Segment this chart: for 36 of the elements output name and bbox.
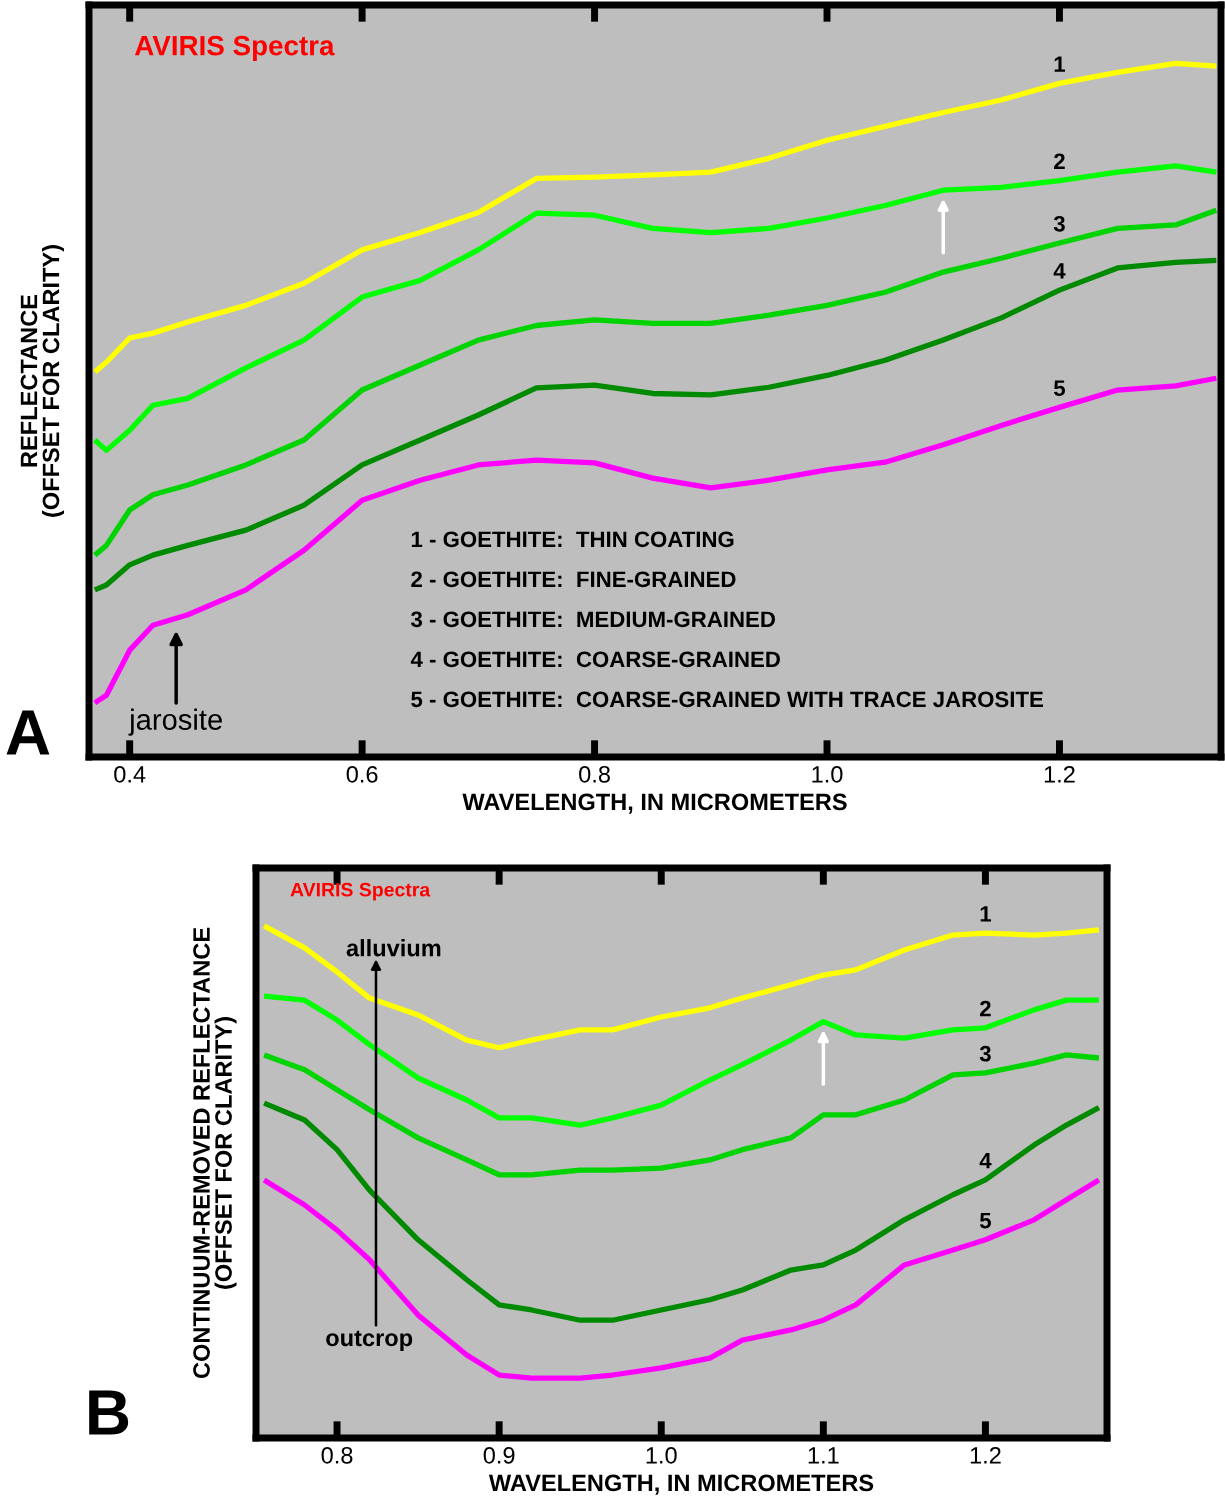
annotation: 3 - GOETHITE: MEDIUM-GRAINED	[411, 611, 775, 628]
chart-title: AVIRIS Spectra	[290, 882, 431, 901]
series-label: 2	[980, 1000, 991, 1017]
series-label: 1	[980, 906, 991, 922]
series-label: 2	[1054, 153, 1065, 169]
y-axis-title: REFLECTANCE (OFFSET FOR CLARITY)	[20, 245, 64, 517]
x-axis-title: WAVELENGTH, IN MICROMETERS	[488, 1474, 874, 1495]
series-label: 4	[979, 1153, 992, 1169]
x-tick-label: 1.2	[1044, 765, 1075, 783]
x-tick-label: 1.1	[808, 1447, 839, 1464]
x-tick-label: 1.2	[970, 1446, 1001, 1464]
text: B	[89, 1390, 129, 1435]
x-tick-label: 0.9	[483, 1446, 515, 1464]
x-tick-label: 1.0	[646, 1446, 677, 1464]
annotation: 2 - GOETHITE: FINE-GRAINED	[411, 571, 736, 588]
x-tick-label: 0.8	[321, 1446, 353, 1464]
annotation: jarosite	[128, 708, 222, 736]
series-label: 3	[979, 1045, 991, 1062]
series-label: 1	[1054, 56, 1066, 72]
annotation: alluvium	[346, 939, 441, 957]
annotation: 1 - GOETHITE: THIN COATING	[411, 531, 734, 548]
series-label: 5	[1053, 380, 1066, 397]
text: A	[6, 710, 50, 755]
series-label: 3	[1053, 215, 1065, 232]
y-axis-title: CONTINUUM-REMOVED REFLECTANCE (OFFSET FOR CLARITY)	[193, 927, 237, 1379]
x-tick-label: 1.0	[812, 765, 843, 783]
x-tick-label: 0.4	[114, 765, 146, 783]
series-label: 5	[979, 1212, 991, 1229]
series-label: 4	[1053, 263, 1066, 279]
chart-title: AVIRIS Spectra	[134, 35, 335, 61]
x-tick-label: 0.8	[579, 765, 610, 783]
annotation: 5 - GOETHITE: COARSE-GRAINED WITH TRACE JAROSITE	[411, 691, 1043, 708]
x-axis-title: WAVELENGTH, IN MICROMETERS	[462, 793, 847, 814]
x-tick-label: 0.6	[346, 765, 378, 783]
annotation: 4 - GOETHITE: COARSE-GRAINED	[410, 651, 780, 668]
annotation: outcrop	[326, 1330, 413, 1351]
